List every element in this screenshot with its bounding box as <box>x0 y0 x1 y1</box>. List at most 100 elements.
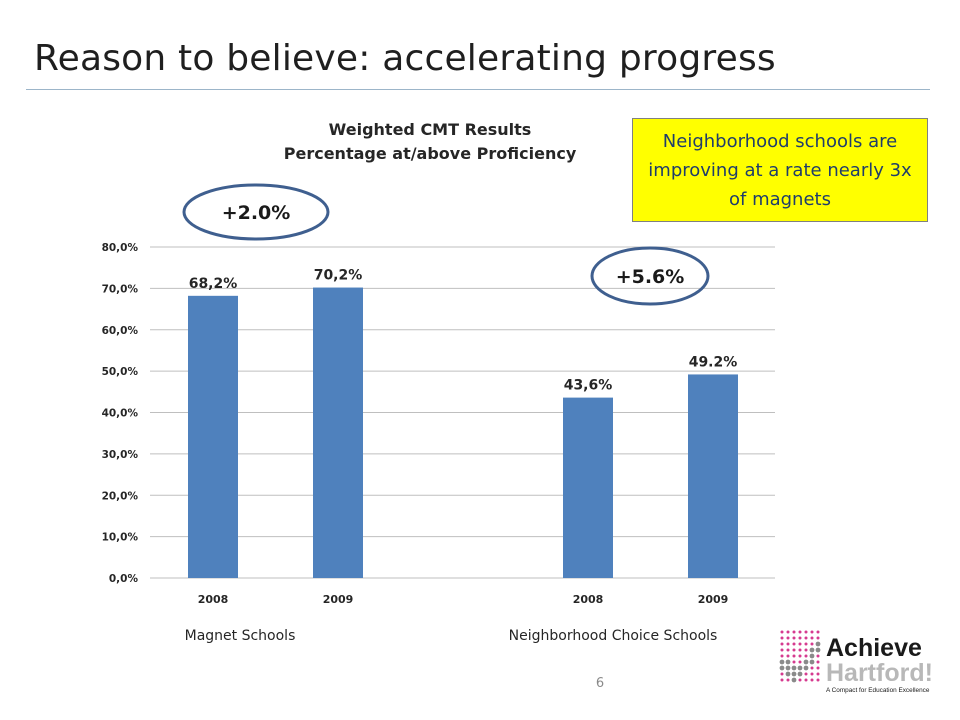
logo-dot <box>809 653 815 659</box>
y-tick-label: 70,0% <box>102 283 139 295</box>
logo-dot <box>804 654 808 658</box>
logo-dot <box>816 666 820 670</box>
logo-dot <box>792 648 796 652</box>
logo-dot <box>798 648 802 652</box>
change-label: +5.6% <box>616 266 685 288</box>
logo-line-2: Hartford! <box>826 659 933 687</box>
logo-dot <box>810 672 814 676</box>
logo-dot <box>791 677 797 683</box>
logo-dot <box>786 648 790 652</box>
logo-dot <box>791 665 797 671</box>
chart-subtitle: Percentage at/above Proficiency <box>283 144 577 163</box>
x-tick-label: 2008 <box>198 593 229 606</box>
logo-dot <box>792 636 796 640</box>
bar <box>313 287 363 578</box>
logo-dot <box>810 636 814 640</box>
change-oval <box>182 183 330 241</box>
logo-dot <box>780 636 784 640</box>
logo-dot <box>780 678 784 682</box>
logo-dot <box>809 659 815 665</box>
logo-dot <box>780 630 784 634</box>
chart-title-block: Weighted CMT Results Percentage at/above… <box>200 118 660 166</box>
x-tick-label: 2009 <box>323 593 354 606</box>
data-label: 68,2% <box>189 276 238 292</box>
logo-dot <box>798 654 802 658</box>
logo-dot <box>804 672 808 676</box>
logo-dot <box>804 678 808 682</box>
logo-dot <box>798 660 802 664</box>
logo-dot <box>810 630 814 634</box>
logo-dot <box>816 672 820 676</box>
logo-dot <box>786 636 790 640</box>
logo-dot <box>786 654 790 658</box>
x-tick-label: 2009 <box>698 593 729 606</box>
data-label: 70,2% <box>314 268 363 284</box>
slide-title: Reason to believe: accelerating progress <box>34 38 776 79</box>
change-label: +2.0% <box>222 202 291 224</box>
logo-dot <box>810 666 814 670</box>
logo-dot <box>804 648 808 652</box>
checkmark-dots-icon <box>779 630 821 683</box>
data-label: 49.2% <box>689 354 738 370</box>
logo-dot <box>780 672 784 676</box>
group-label: Magnet Schools <box>185 628 296 644</box>
logo-dot <box>786 630 790 634</box>
logo-dot <box>798 642 802 646</box>
logo-line-1: Achieve <box>826 634 922 662</box>
callout-box: Neighborhood schools are improving at a … <box>632 118 928 222</box>
logo-dot <box>779 659 785 665</box>
y-tick-label: 30,0% <box>102 449 139 461</box>
callout-text: Neighborhood schools are improving at a … <box>648 130 912 210</box>
achieve-hartford-logo: Achieve Hartford! A Compact for Educatio… <box>779 630 933 694</box>
logo-dot <box>785 665 791 671</box>
logo-dot <box>810 678 814 682</box>
logo-dot <box>816 654 820 658</box>
y-tick-label: 40,0% <box>102 408 139 420</box>
logo-dot <box>809 647 815 653</box>
y-tick-label: 50,0% <box>102 366 139 378</box>
logo-dot <box>792 654 796 658</box>
change-oval <box>590 246 710 306</box>
logo-dot <box>816 636 820 640</box>
logo-dot <box>798 630 802 634</box>
page-number: 6 <box>595 676 605 691</box>
data-label: 43,6% <box>564 378 613 394</box>
y-tick-label: 0,0% <box>109 573 139 585</box>
logo-dot <box>779 665 785 671</box>
logo-dot <box>798 636 802 640</box>
logo-dot <box>815 647 821 653</box>
logo-dot <box>804 630 808 634</box>
logo-dot <box>816 630 820 634</box>
logo-dot <box>780 654 784 658</box>
logo-dot <box>780 648 784 652</box>
logo-tagline: A Compact for Education Excellence <box>826 687 930 694</box>
logo-dot <box>797 671 803 677</box>
y-tick-label: 60,0% <box>102 325 139 337</box>
logo-dot <box>815 641 821 647</box>
logo-dot <box>792 660 796 664</box>
logo-dot <box>804 642 808 646</box>
y-tick-label: 80,0% <box>102 242 139 254</box>
logo-dot <box>785 659 791 665</box>
logo-dot <box>798 678 802 682</box>
logo-dot <box>803 659 809 665</box>
logo-dot <box>816 660 820 664</box>
y-tick-label: 20,0% <box>102 490 139 502</box>
logo-dot <box>792 630 796 634</box>
x-tick-label: 2008 <box>573 593 604 606</box>
logo-dot <box>803 665 809 671</box>
logo-dot <box>804 636 808 640</box>
logo-dot <box>785 671 791 677</box>
group-label: Neighborhood Choice Schools <box>509 628 718 644</box>
logo-dot <box>786 678 790 682</box>
logo-dot <box>810 642 814 646</box>
bar <box>188 295 238 578</box>
logo-dot <box>797 665 803 671</box>
logo-dot <box>792 642 796 646</box>
bar <box>563 397 613 578</box>
logo-dot <box>791 671 797 677</box>
y-tick-label: 10,0% <box>102 532 139 544</box>
bar <box>688 374 738 578</box>
logo-dot <box>816 678 820 682</box>
